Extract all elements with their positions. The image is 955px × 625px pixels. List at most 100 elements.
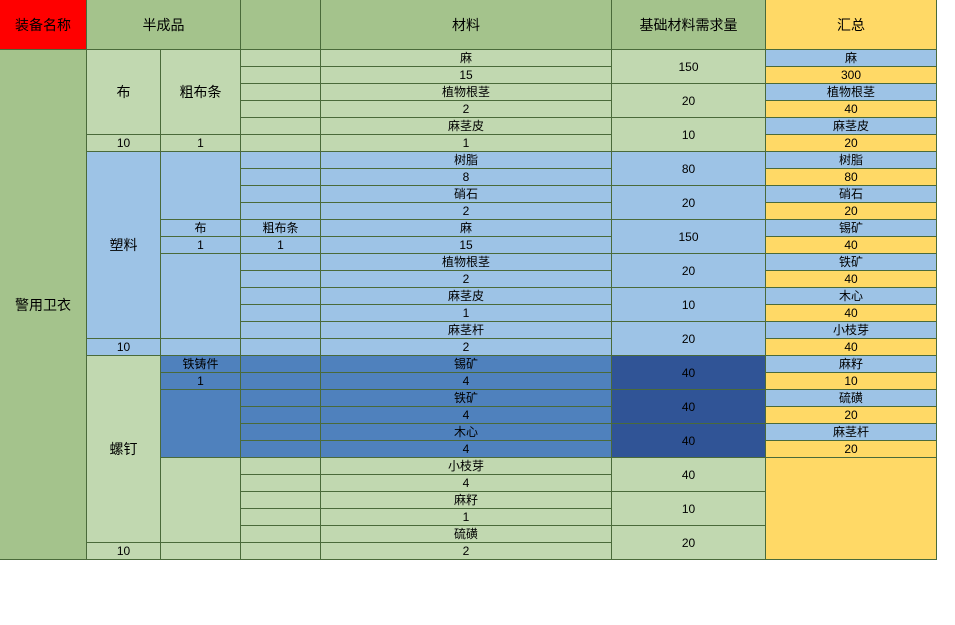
blank (241, 67, 321, 84)
mat-name: 树脂 (321, 152, 612, 169)
semi-qty: 10 (87, 135, 161, 152)
mat-qty: 1 (321, 305, 612, 322)
blank (241, 305, 321, 322)
sum-name: 麻茎杆 (766, 424, 937, 441)
demand: 10 (612, 492, 766, 526)
semi-sub-name: 粗布条 (161, 50, 241, 135)
blank (241, 84, 321, 101)
mat-name: 植物根茎 (321, 84, 612, 101)
sum-name: 小枝芽 (766, 322, 937, 339)
semi-name: 塑料 (87, 152, 161, 339)
mat-qty: 2 (321, 203, 612, 220)
blank (241, 271, 321, 288)
mat-name: 硫磺 (321, 526, 612, 543)
mat-qty: 4 (321, 475, 612, 492)
blank (161, 254, 241, 339)
semi-sub-qty: 1 (161, 135, 241, 152)
demand: 40 (612, 458, 766, 492)
mat-qty: 2 (321, 271, 612, 288)
mat-qty: 2 (321, 543, 612, 560)
semi-qty: 10 (87, 339, 161, 356)
demand: 40 (612, 424, 766, 458)
sub1-qty: 1 (161, 373, 241, 390)
blank (241, 373, 321, 390)
mat-qty: 2 (321, 101, 612, 118)
hdr-summary: 汇总 (766, 0, 937, 50)
blank (241, 458, 321, 475)
hdr-semi: 半成品 (87, 0, 241, 50)
blank (161, 339, 241, 356)
mat-qty: 15 (321, 237, 612, 254)
blank (241, 509, 321, 526)
blank (241, 322, 321, 339)
sum-name: 硝石 (766, 186, 937, 203)
mat-name: 麻茎杆 (321, 322, 612, 339)
blank (241, 135, 321, 152)
blank (161, 458, 241, 543)
demand: 80 (612, 152, 766, 186)
demand: 10 (612, 118, 766, 152)
sum-name: 树脂 (766, 152, 937, 169)
blank (241, 339, 321, 356)
hdr-material: 材料 (321, 0, 612, 50)
sum-name: 锡矿 (766, 220, 937, 237)
sub1-name: 布 (161, 220, 241, 237)
sum-qty: 20 (766, 407, 937, 424)
blank (241, 390, 321, 407)
demand: 10 (612, 288, 766, 322)
mat-name: 麻 (321, 50, 612, 67)
demand: 20 (612, 526, 766, 560)
hdr-demand: 基础材料需求量 (612, 0, 766, 50)
sub2-name: 粗布条 (241, 220, 321, 237)
mat-qty: 15 (321, 67, 612, 84)
mat-name: 铁矿 (321, 390, 612, 407)
sum-qty: 20 (766, 135, 937, 152)
sum-qty: 40 (766, 101, 937, 118)
blank (241, 475, 321, 492)
mat-name: 锡矿 (321, 356, 612, 373)
blank (241, 356, 321, 373)
sub2-qty: 1 (241, 237, 321, 254)
mat-qty: 2 (321, 339, 612, 356)
demand: 150 (612, 50, 766, 84)
mat-name: 植物根茎 (321, 254, 612, 271)
demand: 20 (612, 322, 766, 356)
sum-qty: 300 (766, 67, 937, 84)
demand: 20 (612, 254, 766, 288)
blank (241, 543, 321, 560)
blank (241, 254, 321, 271)
blank (241, 50, 321, 67)
mat-name: 麻茎皮 (321, 118, 612, 135)
blank (241, 186, 321, 203)
sum-qty: 40 (766, 339, 937, 356)
blank (161, 390, 241, 458)
mat-qty: 8 (321, 169, 612, 186)
sum-name: 麻 (766, 50, 937, 67)
sub1-name: 铁铸件 (161, 356, 241, 373)
sum-qty: 10 (766, 373, 937, 390)
semi-name: 布 (87, 50, 161, 135)
blank (161, 543, 241, 560)
summary-column: 麻 300 植物根茎 40 麻茎皮 20 树脂 80 硝石 20 锡矿 40 铁… (766, 50, 937, 560)
blank (241, 441, 321, 458)
demand: 20 (612, 84, 766, 118)
mat-name: 木心 (321, 424, 612, 441)
blank (241, 526, 321, 543)
mat-name: 小枝芽 (321, 458, 612, 475)
sum-qty: 40 (766, 271, 937, 288)
sum-name: 木心 (766, 288, 937, 305)
blank (241, 492, 321, 509)
blank (241, 118, 321, 135)
sum-name: 麻茎皮 (766, 118, 937, 135)
sum-name: 铁矿 (766, 254, 937, 271)
semi-qty: 10 (87, 543, 161, 560)
mat-name: 麻 (321, 220, 612, 237)
hdr-equip: 装备名称 (0, 0, 87, 50)
sum-qty: 40 (766, 305, 937, 322)
sum-qty: 40 (766, 237, 937, 254)
blank (241, 152, 321, 169)
equip-name: 警用卫衣 (0, 50, 87, 560)
blank (241, 288, 321, 305)
mat-qty: 1 (321, 135, 612, 152)
sum-name: 硫磺 (766, 390, 937, 407)
